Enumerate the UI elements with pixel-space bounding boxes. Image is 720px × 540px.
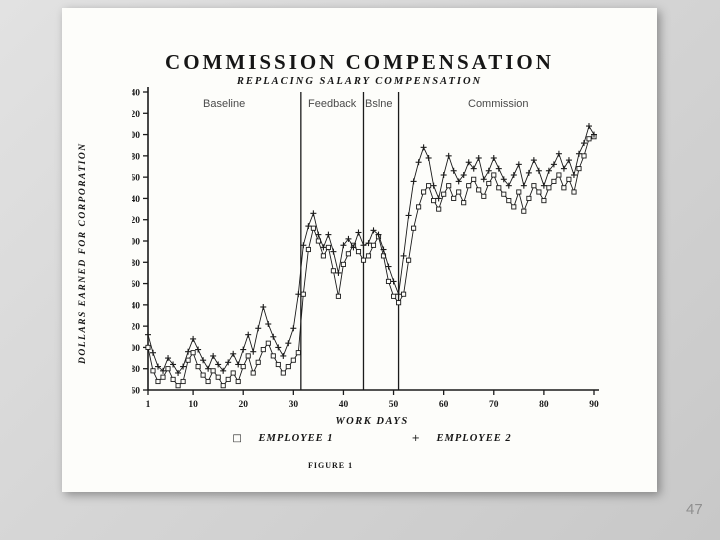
chart-axes: 6080100120140160180200220240260280300320… bbox=[132, 87, 599, 410]
plus-marker-icon: + bbox=[411, 433, 421, 444]
svg-text:240: 240 bbox=[132, 195, 140, 205]
svg-text:70: 70 bbox=[489, 400, 499, 410]
x-axis-title: WORK DAYS bbox=[335, 416, 409, 427]
svg-text:60: 60 bbox=[439, 400, 449, 410]
square-marker-icon: □ bbox=[232, 433, 243, 444]
commission-chart-plot: 6080100120140160180200220240260280300320… bbox=[132, 87, 599, 410]
svg-text:90: 90 bbox=[589, 400, 599, 410]
phase-change-lines bbox=[300, 92, 400, 390]
svg-text:60: 60 bbox=[132, 387, 140, 397]
svg-text:180: 180 bbox=[132, 259, 140, 269]
phase-label-baseline: Baseline bbox=[203, 98, 246, 110]
chart-legend: □ EMPLOYEE 1 + EMPLOYEE 2 bbox=[142, 433, 602, 444]
svg-text:80: 80 bbox=[132, 365, 140, 375]
chart-title: COMMISSION COMPENSATION bbox=[165, 50, 554, 74]
phase-label-commission: Commission bbox=[468, 98, 529, 110]
series-employee-1 bbox=[145, 134, 597, 389]
svg-text:220: 220 bbox=[132, 216, 140, 226]
svg-text:200: 200 bbox=[132, 238, 140, 248]
slide-panel: COMMISSION COMPENSATION REPLACING SALARY… bbox=[62, 8, 657, 492]
svg-text:160: 160 bbox=[132, 280, 140, 290]
svg-text:80: 80 bbox=[539, 400, 549, 410]
svg-text:30: 30 bbox=[289, 400, 299, 410]
svg-text:260: 260 bbox=[132, 174, 140, 184]
svg-text:280: 280 bbox=[132, 152, 140, 162]
slide-page-number: 47 bbox=[686, 501, 703, 518]
legend-label-employee-2: EMPLOYEE 2 bbox=[436, 433, 512, 444]
phase-label-feedback: Feedback bbox=[308, 98, 357, 110]
figure-caption: FIGURE 1 bbox=[308, 461, 354, 470]
svg-text:300: 300 bbox=[132, 131, 140, 141]
svg-text:320: 320 bbox=[132, 110, 140, 120]
phase-label-bslne: Bslne bbox=[365, 98, 393, 110]
svg-text:120: 120 bbox=[132, 323, 140, 333]
svg-text:340: 340 bbox=[132, 89, 140, 99]
legend-label-employee-1: EMPLOYEE 1 bbox=[258, 433, 334, 444]
svg-text:50: 50 bbox=[389, 400, 399, 410]
y-axis-title: DOLLARS EARNED FOR CORPORATION bbox=[78, 142, 88, 364]
svg-text:140: 140 bbox=[132, 301, 140, 311]
svg-text:1: 1 bbox=[146, 400, 151, 410]
series-employee-2 bbox=[145, 123, 597, 376]
legend-item-employee-2: + EMPLOYEE 2 bbox=[412, 433, 512, 444]
svg-text:100: 100 bbox=[132, 344, 140, 354]
svg-text:20: 20 bbox=[238, 400, 248, 410]
legend-item-employee-1: □ EMPLOYEE 1 bbox=[232, 433, 333, 444]
svg-text:40: 40 bbox=[339, 400, 349, 410]
svg-text:10: 10 bbox=[188, 400, 198, 410]
chart-subtitle: REPLACING SALARY COMPENSATION bbox=[236, 76, 483, 87]
